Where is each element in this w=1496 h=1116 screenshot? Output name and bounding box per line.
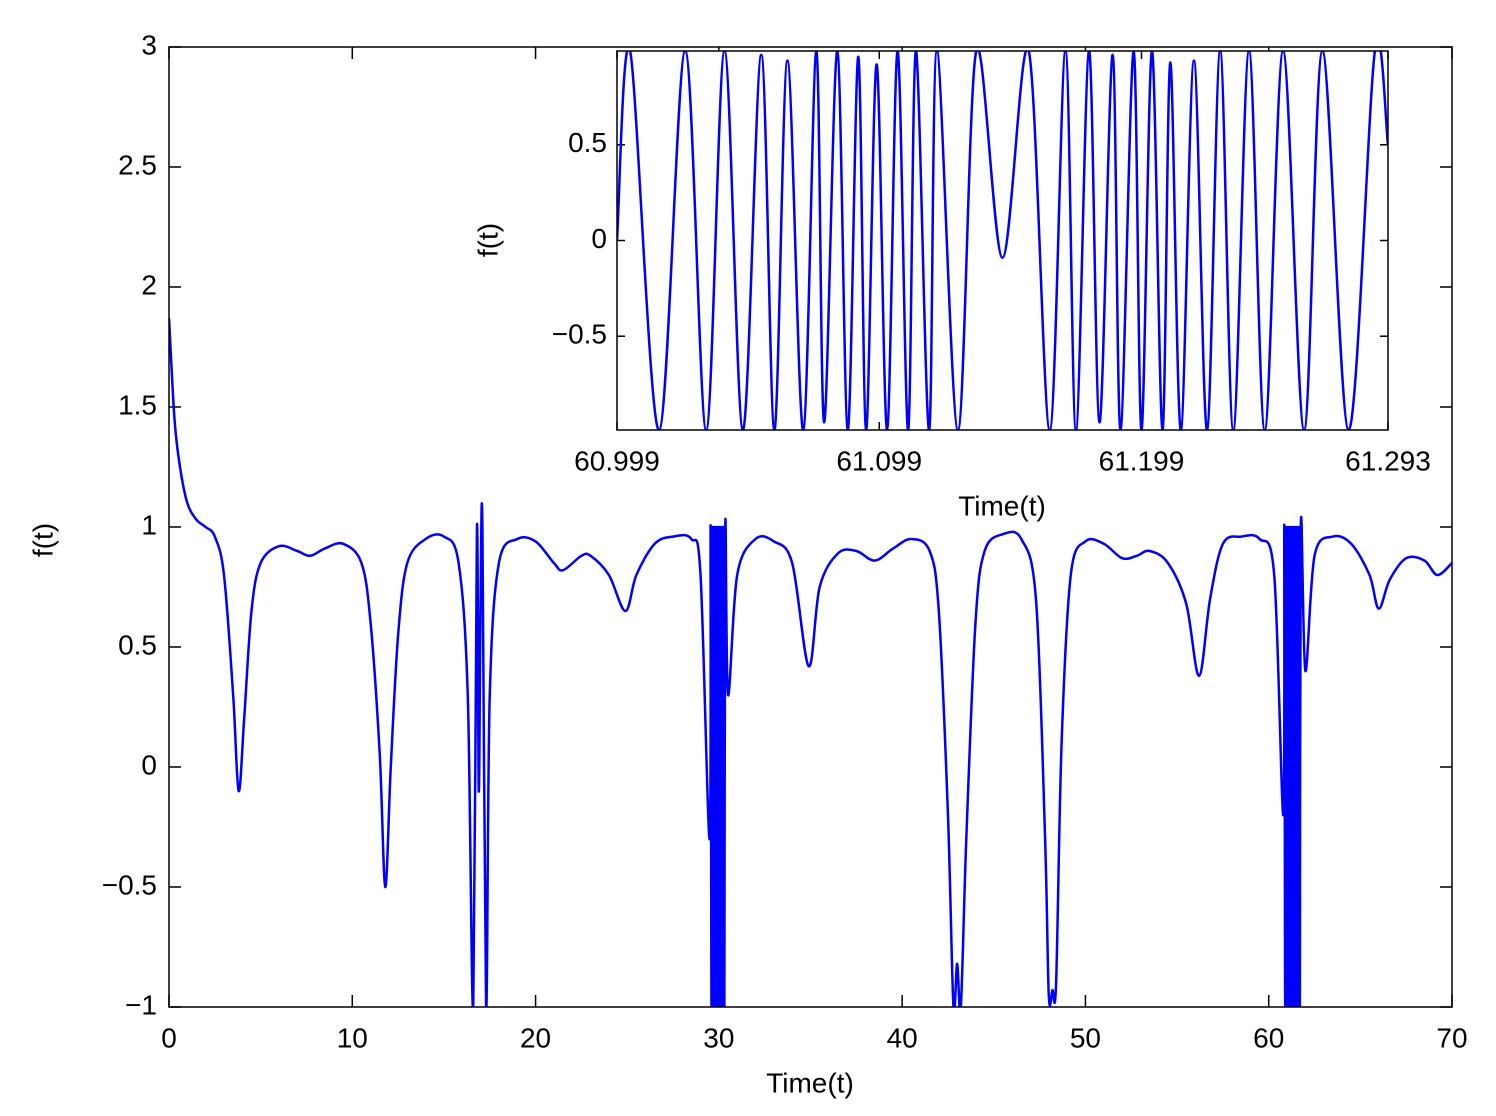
axes-box	[616, 50, 1389, 431]
y-tick-label: 2.5	[118, 149, 157, 180]
x-tick-label: 60.999	[574, 445, 660, 476]
y-tick-label: 0.5	[568, 127, 607, 158]
x-axis-label: Time(t)	[766, 1067, 854, 1098]
y-tick-label: 0.5	[118, 629, 157, 660]
x-tick-label: 0	[161, 1022, 177, 1053]
x-tick-label: 61.099	[836, 445, 922, 476]
x-tick-label: 61.199	[1099, 445, 1185, 476]
y-tick-label: 0	[141, 749, 157, 780]
x-tick-label: 60	[1253, 1022, 1284, 1053]
y-axis-label: f(t)	[27, 523, 58, 557]
x-tick-label: 61.293	[1345, 445, 1431, 476]
x-tick-label: 70	[1436, 1022, 1467, 1053]
y-tick-label: 0	[591, 223, 607, 254]
x-tick-label: 20	[520, 1022, 551, 1053]
y-tick-label: 3	[141, 29, 157, 60]
y-tick-label: 1	[141, 509, 157, 540]
x-tick-label: 10	[337, 1022, 368, 1053]
y-tick-label: 2	[141, 269, 157, 300]
y-tick-label: 1.5	[118, 389, 157, 420]
y-tick-label: −0.5	[102, 869, 157, 900]
x-tick-label: 50	[1070, 1022, 1101, 1053]
x-axis-label: Time(t)	[958, 490, 1046, 521]
data-line	[617, 51, 1388, 430]
y-tick-label: −1	[125, 989, 157, 1020]
x-tick-label: 30	[703, 1022, 734, 1053]
data-line	[169, 318, 1452, 1007]
axes-box	[168, 46, 1453, 1008]
y-tick-label: −0.5	[552, 319, 607, 350]
x-tick-label: 40	[887, 1022, 918, 1053]
y-axis-label: f(t)	[472, 223, 503, 257]
